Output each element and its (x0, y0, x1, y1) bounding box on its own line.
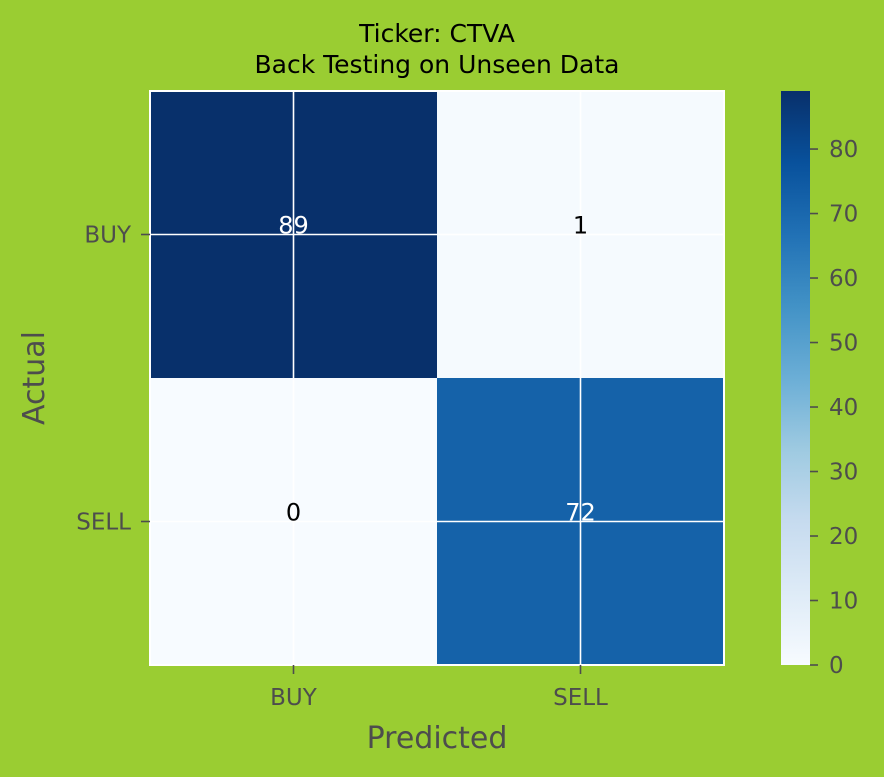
cell-value-label: 0 (286, 499, 301, 527)
colorbar-tick-label: 80 (829, 137, 858, 163)
x-axis-label: Predicted (367, 721, 508, 756)
x-tick-label: SELL (553, 685, 608, 711)
colorbar-tick-label: 0 (829, 653, 844, 679)
colorbar-ticks: 0 10 20 30 40 50 60 70 80 (810, 137, 858, 679)
colorbar-tick-label: 70 (829, 202, 858, 228)
cell-value-label: 72 (565, 499, 596, 527)
x-tick-label: BUY (270, 685, 318, 711)
cell-value-label: 89 (278, 212, 309, 240)
y-tick-label: SELL (76, 510, 131, 536)
y-tick-label: BUY (84, 223, 132, 249)
chart-subtitle: Back Testing on Unseen Data (255, 50, 620, 79)
colorbar-tick-label: 40 (829, 395, 858, 421)
x-axis-ticks: BUY SELL (270, 665, 608, 711)
colorbar-tick-label: 10 (829, 589, 858, 615)
y-axis-label: Actual (17, 331, 52, 425)
colorbar-tick-label: 50 (829, 331, 858, 357)
colorbar-tick-label: 60 (829, 266, 858, 292)
heatmap-cells (150, 91, 724, 665)
cell-value-label: 1 (573, 212, 588, 240)
grid-lines (150, 91, 724, 665)
colorbar-tick-label: 30 (829, 460, 858, 486)
plot-frame (149, 90, 725, 666)
y-axis-ticks: BUY SELL (76, 223, 150, 536)
chart-title: Ticker: CTVA (358, 19, 515, 48)
colorbar (781, 91, 810, 665)
cell-value-labels: 89 1 0 72 (278, 212, 596, 527)
colorbar-tick-label: 20 (829, 524, 858, 550)
